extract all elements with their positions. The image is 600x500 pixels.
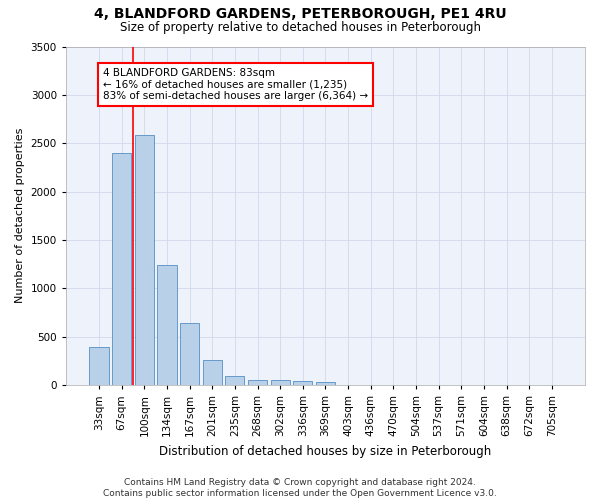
- Bar: [203, 360, 222, 385]
- Bar: [135, 134, 154, 385]
- Bar: [271, 380, 290, 385]
- Bar: [293, 381, 313, 385]
- Bar: [112, 153, 131, 385]
- Bar: [225, 376, 244, 385]
- Bar: [157, 265, 176, 385]
- Bar: [89, 348, 109, 385]
- Bar: [248, 380, 267, 385]
- Text: 4, BLANDFORD GARDENS, PETERBOROUGH, PE1 4RU: 4, BLANDFORD GARDENS, PETERBOROUGH, PE1 …: [94, 8, 506, 22]
- Bar: [316, 382, 335, 385]
- Text: Contains HM Land Registry data © Crown copyright and database right 2024.
Contai: Contains HM Land Registry data © Crown c…: [103, 478, 497, 498]
- Bar: [180, 323, 199, 385]
- Text: Size of property relative to detached houses in Peterborough: Size of property relative to detached ho…: [119, 21, 481, 34]
- Y-axis label: Number of detached properties: Number of detached properties: [15, 128, 25, 304]
- X-axis label: Distribution of detached houses by size in Peterborough: Distribution of detached houses by size …: [159, 444, 491, 458]
- Text: 4 BLANDFORD GARDENS: 83sqm
← 16% of detached houses are smaller (1,235)
83% of s: 4 BLANDFORD GARDENS: 83sqm ← 16% of deta…: [103, 68, 368, 101]
